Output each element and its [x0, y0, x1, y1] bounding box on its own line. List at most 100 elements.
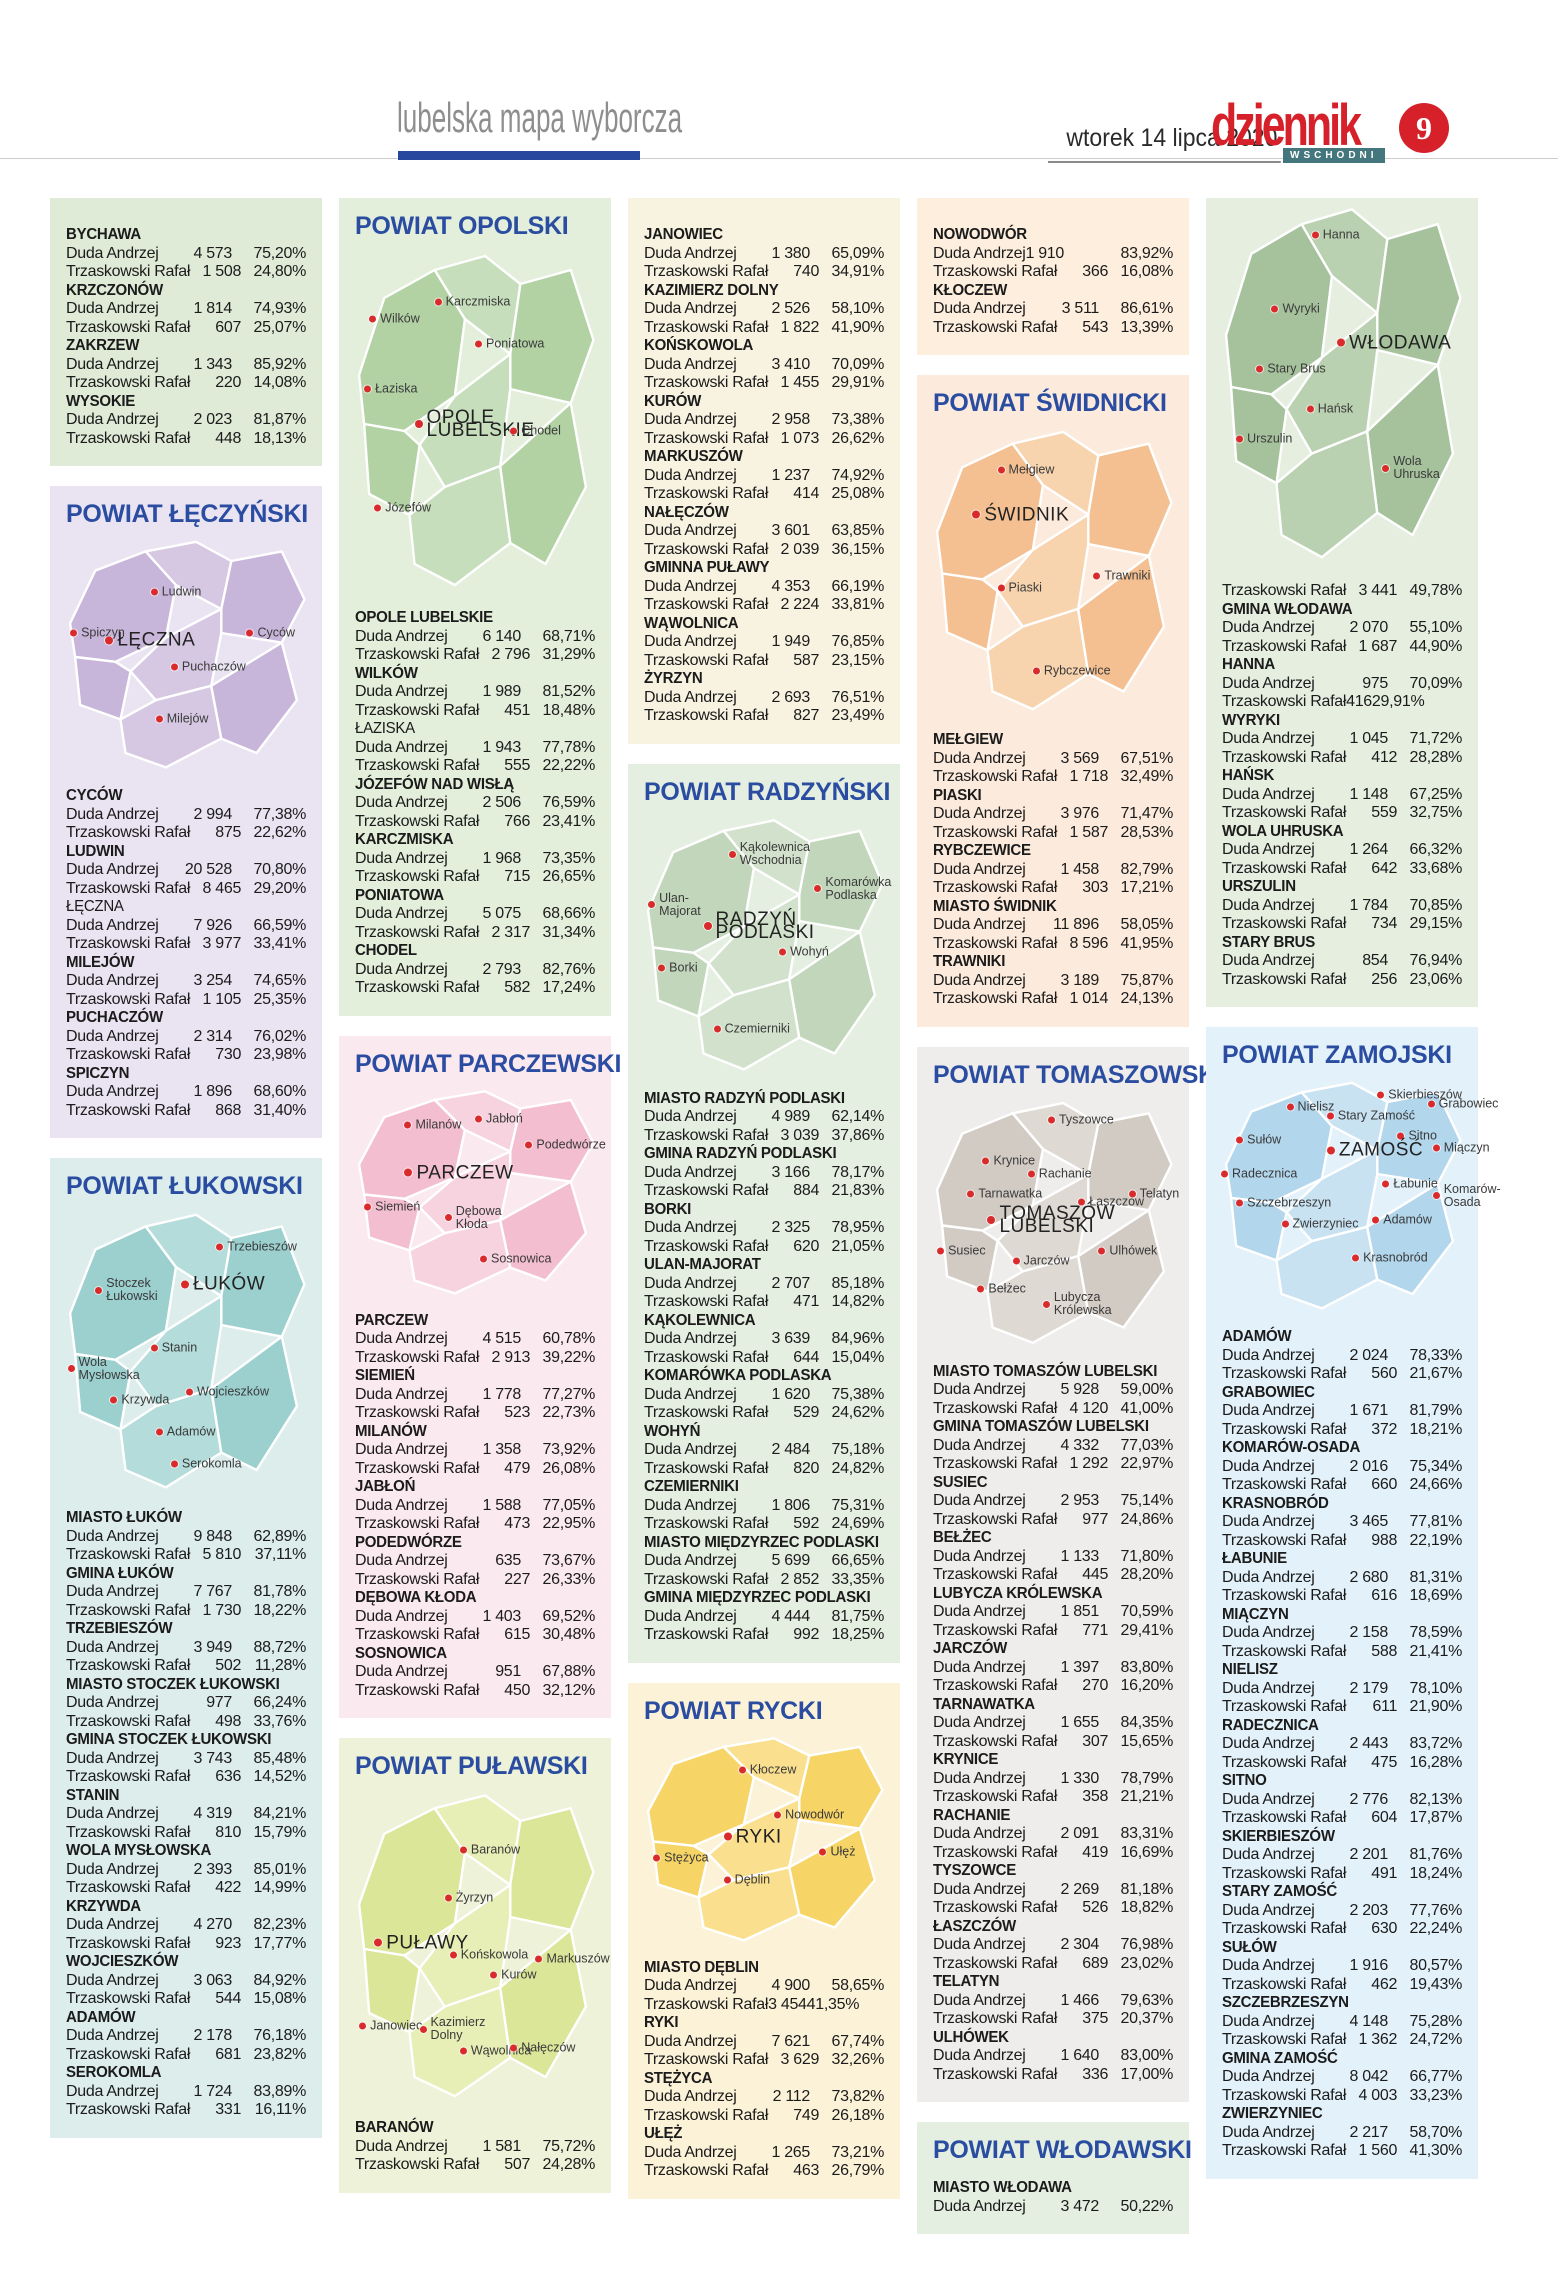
votes-value: 2 224	[780, 596, 820, 613]
town-dot-icon	[459, 1846, 467, 1854]
result-row: Trzaskowski Rafał 611 21,90%	[1222, 1698, 1462, 1717]
candidate-name: Trzaskowski Rafał3 45441,35%	[644, 1995, 860, 2013]
votes-value: 740	[793, 263, 820, 280]
candidate-name: Duda Andrzej	[1222, 1346, 1315, 1364]
results-list: MIASTO DĘBLIN Duda Andrzej 4 900 58,65% Trza…	[628, 1949, 900, 2199]
candidate-name: Trzaskowski Rafał	[933, 934, 1058, 952]
result-row: Duda Andrzej 2 707 85,18%	[644, 1275, 884, 1294]
result-row: Trzaskowski Rafał 1 687 44,90%	[1222, 638, 1462, 657]
percent-value: 67,88%	[542, 1663, 596, 1680]
map-label: Stary Zamość	[1326, 1108, 1415, 1123]
header-rule	[0, 158, 1558, 159]
votes-value: 336	[1082, 2065, 1109, 2083]
town-dot-icon	[987, 1215, 996, 1224]
result-row: Duda Andrzej 1 588 77,05%	[355, 1497, 595, 1516]
candidate-name: Trzaskowski Rafał	[644, 596, 769, 613]
percent-value: 14,08%	[253, 374, 307, 391]
result-row: Trzaskowski Rafał 1 587 28,53%	[933, 824, 1173, 843]
map-label: Urszulin	[1236, 432, 1292, 445]
candidate-name: Trzaskowski Rafał	[66, 2101, 191, 2118]
votes-value: 1 814	[193, 300, 232, 317]
candidate-name: Duda Andrzej	[1222, 1513, 1315, 1530]
gmina-name: MARKUSZÓW	[644, 448, 743, 465]
result-row: Duda Andrzej 2 217 58,70%	[1222, 2124, 1462, 2143]
result-row: Duda Andrzej 1 778 77,27%	[355, 1386, 595, 1405]
result-row: Trzaskowski Rafał 498 33,76%	[66, 1713, 306, 1732]
town-dot-icon	[490, 1971, 498, 1979]
result-row: Duda Andrzej 1 640 83,00%	[933, 2047, 1173, 2066]
map-label: Grabowiec	[1427, 1097, 1498, 1111]
town-dot-icon	[967, 1190, 975, 1198]
map-label: ZAMOŚĆ	[1326, 1141, 1423, 1160]
map-label-text: Skierbieszów	[1388, 1087, 1462, 1102]
percent-value: 75,28%	[1409, 2012, 1463, 2030]
map-label: Krzywda	[110, 1393, 169, 1407]
map-shape	[638, 815, 890, 1080]
percent-value: 23,15%	[831, 651, 885, 669]
gmina-name: GMINA ŁUKÓW	[66, 1564, 174, 1582]
powiat-title: POWIAT TOMASZOWSKI	[933, 1060, 1223, 1089]
candidate-name: Duda Andrzej	[1222, 1568, 1315, 1586]
votes-value: 4 353	[771, 577, 810, 595]
votes-value: 2 526	[771, 300, 810, 317]
result-row: Duda Andrzej 1 724 83,89%	[66, 2083, 306, 2102]
votes-value: 463	[793, 2162, 820, 2179]
candidate-name: Duda Andrzej	[355, 738, 448, 756]
percent-value: 32,26%	[831, 2051, 885, 2068]
candidate-name: Duda Andrzej	[355, 1330, 448, 1347]
votes-value: 4 332	[1060, 1436, 1099, 1454]
town-dot-icon	[972, 510, 981, 519]
gmina-name: MIASTO RADZYŃ PODLASKI	[644, 1089, 845, 1107]
gmina-name: PUCHACZÓW	[66, 1009, 163, 1026]
map-label-text: Nielisz	[1297, 1099, 1335, 1114]
percent-value: 15,08%	[253, 1990, 307, 2007]
votes-value: 523	[504, 1404, 531, 1421]
candidate-name: Duda Andrzej	[66, 861, 159, 878]
result-row: Duda Andrzej 1 989 81,52%	[355, 683, 595, 702]
powiat-section: POWIAT RYCKI Kłoczew Nowodwór RYKI Ułęż Stęży…	[628, 1682, 900, 2199]
candidate-name: Trzaskowski Rafał	[1222, 1864, 1347, 1882]
map-label: RYKI	[723, 1827, 782, 1846]
candidate-name: Trzaskowski Rafał	[644, 1348, 769, 1366]
votes-value	[859, 1996, 870, 2015]
map-label-text: Telatyn	[1139, 1186, 1180, 1201]
gmina-name: DĘBOWA KŁODA	[355, 1589, 477, 1606]
map-label: Kłoczew	[738, 1762, 797, 1777]
percent-value: 83,89%	[253, 2082, 307, 2100]
map-label: Wola Uhruska	[1382, 455, 1440, 481]
result-row: Duda Andrzej 951 67,88%	[355, 1663, 595, 1682]
result-row: Duda Andrzej 3 976 71,47%	[933, 805, 1173, 824]
results-list: MEŁGIEW Duda Andrzej 3 569 67,51% Trzaskowsk…	[917, 721, 1189, 1027]
map-label: Miączyn	[1432, 1141, 1490, 1154]
map-label-text: Kłoczew	[749, 1762, 797, 1777]
votes-value: 1 784	[1349, 896, 1388, 914]
map-label: Telatyn	[1128, 1186, 1180, 1201]
result-row: Trzaskowski Rafał 771 29,41%	[933, 1622, 1173, 1641]
map-label: Mełgiew	[997, 463, 1054, 477]
town-dot-icon	[67, 1365, 75, 1372]
votes-value: 1 380	[771, 244, 810, 262]
votes-value: 555	[504, 757, 531, 774]
percent-value: 83,80%	[1120, 1658, 1174, 1676]
candidate-name: Duda Andrzej	[1222, 1735, 1315, 1752]
gmina-name: ULAN-MAJORAT	[644, 1256, 761, 1273]
candidate-name: Duda Andrzej1 910	[933, 244, 1065, 262]
percent-value: 19,43%	[1409, 1975, 1463, 1993]
votes-value: 827	[793, 707, 820, 724]
map-label-text: Rybczewice	[1043, 663, 1111, 678]
candidate-name: Trzaskowski Rafał	[355, 868, 480, 885]
candidate-name: Duda Andrzej	[1222, 1957, 1315, 1974]
result-row: Duda Andrzej 2 203 77,76%	[1222, 1902, 1462, 1921]
powiat-title: POWIAT ZAMOJSKI	[1222, 1041, 1452, 1069]
town-dot-icon	[444, 1214, 452, 1222]
result-row: Trzaskowski Rafał 331 16,11%	[66, 2101, 306, 2120]
percent-value: 41,95%	[1120, 934, 1174, 952]
map-label-text: Krynice	[993, 1153, 1036, 1168]
votes-value: 3 189	[1060, 971, 1099, 989]
map-shape	[927, 426, 1179, 721]
map-label-text: Hańsk	[1317, 401, 1354, 416]
votes-value: 2 325	[771, 1219, 810, 1236]
votes-value: 471	[793, 1293, 820, 1310]
gmina-name: KAZIMIERZ DOLNY	[644, 281, 779, 299]
map-label-text: Stary Zamość	[1337, 1108, 1415, 1123]
